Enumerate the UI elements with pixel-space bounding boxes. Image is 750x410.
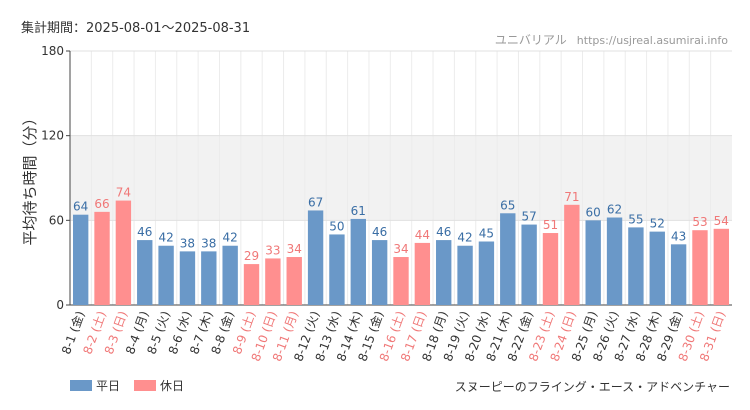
y-tick-label: 120 — [41, 129, 64, 143]
bar-value-label: 46 — [436, 225, 451, 239]
bar-value-label: 42 — [158, 231, 173, 245]
site-credit: ユニバリアル https://usjreal.asumirai.info — [495, 31, 728, 48]
bar-value-label: 42 — [457, 231, 472, 245]
bar-value-label: 46 — [372, 225, 387, 239]
bar — [414, 242, 431, 305]
bar-value-label: 52 — [650, 217, 665, 231]
shaded-band — [70, 135, 732, 221]
legend-item-holiday: 休日 — [134, 377, 184, 394]
period-label: 集計期間：2025-08-01〜2025-08-31 — [21, 21, 251, 36]
bar — [713, 228, 730, 305]
bar — [137, 240, 153, 305]
bar-value-label: 43 — [671, 229, 686, 243]
bar — [670, 244, 687, 305]
bar — [94, 211, 110, 305]
bar-value-label: 44 — [415, 228, 430, 242]
bar — [201, 251, 217, 305]
bar — [692, 230, 708, 305]
y-tick-label: 0 — [56, 298, 64, 312]
bar-value-label: 38 — [180, 236, 195, 250]
bar — [500, 213, 516, 305]
bar-value-label: 60 — [586, 205, 601, 219]
bar — [158, 245, 174, 305]
bar-value-label: 46 — [137, 225, 152, 239]
bar-value-label: 34 — [287, 242, 302, 256]
bar-value-label: 61 — [351, 204, 366, 218]
legend-label-weekday: 平日 — [96, 379, 121, 393]
bar-value-label: 64 — [73, 200, 88, 214]
bar — [371, 240, 388, 305]
bar — [329, 234, 345, 305]
bar — [521, 224, 537, 305]
bar — [606, 217, 623, 305]
bar — [222, 245, 238, 305]
bar — [72, 214, 89, 305]
legend-swatch-holiday — [134, 380, 157, 391]
bar-value-label: 71 — [564, 190, 579, 204]
legend: 平日 休日 — [70, 377, 184, 394]
bar-value-label: 33 — [265, 243, 280, 257]
site-name: ユニバリアル — [494, 33, 567, 47]
legend-label-holiday: 休日 — [160, 379, 185, 393]
y-tick-label: 60 — [49, 213, 64, 227]
bar-value-label: 34 — [393, 242, 408, 256]
bar — [179, 251, 196, 305]
bar-value-label: 55 — [628, 212, 643, 226]
bar — [115, 200, 132, 305]
legend-item-weekday: 平日 — [70, 377, 120, 394]
bar — [585, 220, 601, 305]
bar-value-label: 50 — [329, 219, 344, 233]
bar-value-label: 38 — [201, 236, 216, 250]
bar — [564, 204, 580, 305]
bar-value-label: 67 — [308, 195, 323, 209]
bar — [350, 218, 366, 305]
bar-value-label: 65 — [500, 198, 515, 212]
y-tick-label: 180 — [41, 44, 64, 58]
bar — [649, 231, 665, 305]
bar-value-label: 29 — [244, 249, 259, 263]
y-axis-title: 平均待ち時間（分） — [21, 110, 39, 245]
bar — [628, 227, 644, 305]
bar — [307, 210, 324, 305]
bar-value-label: 66 — [94, 197, 109, 211]
legend-swatch-weekday — [70, 380, 92, 391]
bar — [243, 264, 260, 305]
bar-value-label: 57 — [521, 210, 536, 224]
bar — [436, 240, 452, 305]
attraction-name: スヌーピーのフライング・エース・アドベンチャー — [454, 380, 730, 394]
bar — [542, 233, 559, 305]
bar-value-label: 42 — [223, 231, 238, 245]
site-url: https://usjreal.asumirai.info — [576, 34, 728, 47]
bar — [265, 258, 281, 305]
bar — [286, 257, 302, 305]
bar-value-label: 45 — [479, 227, 494, 241]
bar-value-label: 74 — [116, 186, 131, 200]
bar-value-label: 53 — [692, 215, 707, 229]
bar-value-label: 51 — [543, 218, 558, 232]
bar-value-label: 54 — [714, 214, 729, 228]
bar — [478, 241, 495, 305]
bar-value-label: 62 — [607, 203, 622, 217]
bar — [393, 257, 409, 305]
bar — [457, 245, 473, 305]
